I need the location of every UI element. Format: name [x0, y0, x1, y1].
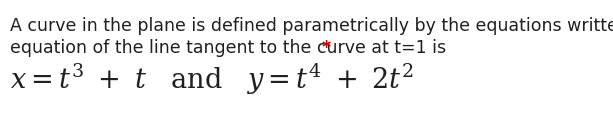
Text: equation of the line tangent to the curve at t=1 is: equation of the line tangent to the curv…	[10, 39, 452, 56]
Text: A curve in the plane is defined parametrically by the equations written below. A: A curve in the plane is defined parametr…	[10, 17, 613, 35]
Text: $x = t^3 \ + \ t \quad\mathrm{and}\quad y = t^4 \ + \ 2t^2$: $x = t^3 \ + \ t \quad\mathrm{and}\quad …	[10, 61, 414, 96]
Text: *: *	[322, 39, 331, 56]
